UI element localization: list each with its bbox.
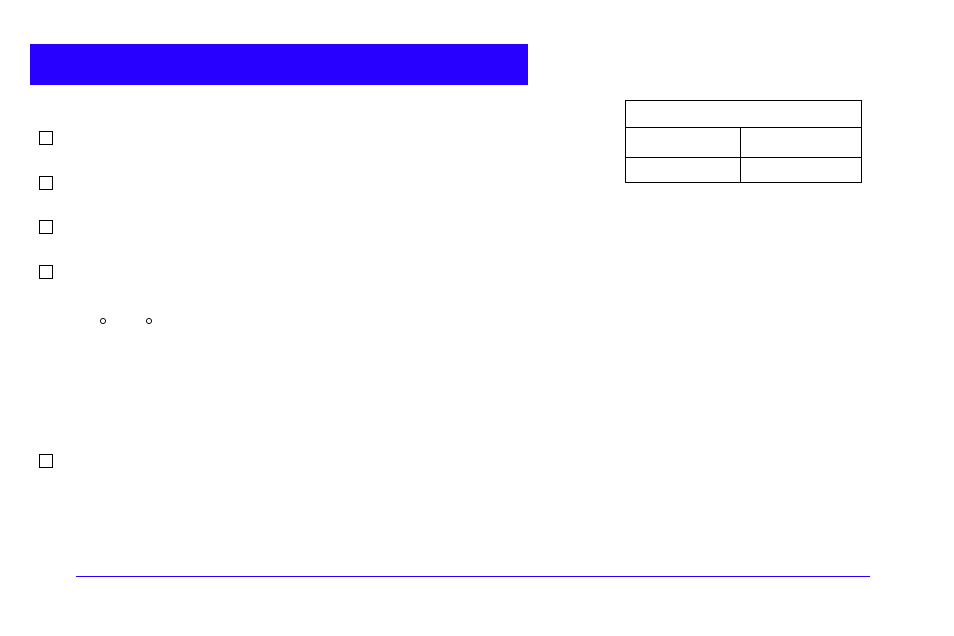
- table-cell: [626, 101, 862, 128]
- banner: [30, 44, 528, 85]
- checkbox-5[interactable]: [39, 454, 53, 468]
- table-cell: [626, 128, 741, 158]
- bullet-dot-1: [100, 318, 106, 324]
- checkbox-1[interactable]: [39, 131, 53, 145]
- checkbox-4[interactable]: [39, 265, 53, 279]
- checkbox-3[interactable]: [39, 220, 53, 234]
- checkbox-2[interactable]: [39, 176, 53, 190]
- bullet-dot-2: [146, 318, 152, 324]
- table-row: [626, 101, 862, 128]
- table-cell: [626, 158, 741, 183]
- info-table: [625, 100, 862, 183]
- table-cell: [741, 158, 862, 183]
- table-row: [626, 128, 862, 158]
- table-cell: [741, 128, 862, 158]
- footer-rule: [76, 576, 870, 577]
- table-row: [626, 158, 862, 183]
